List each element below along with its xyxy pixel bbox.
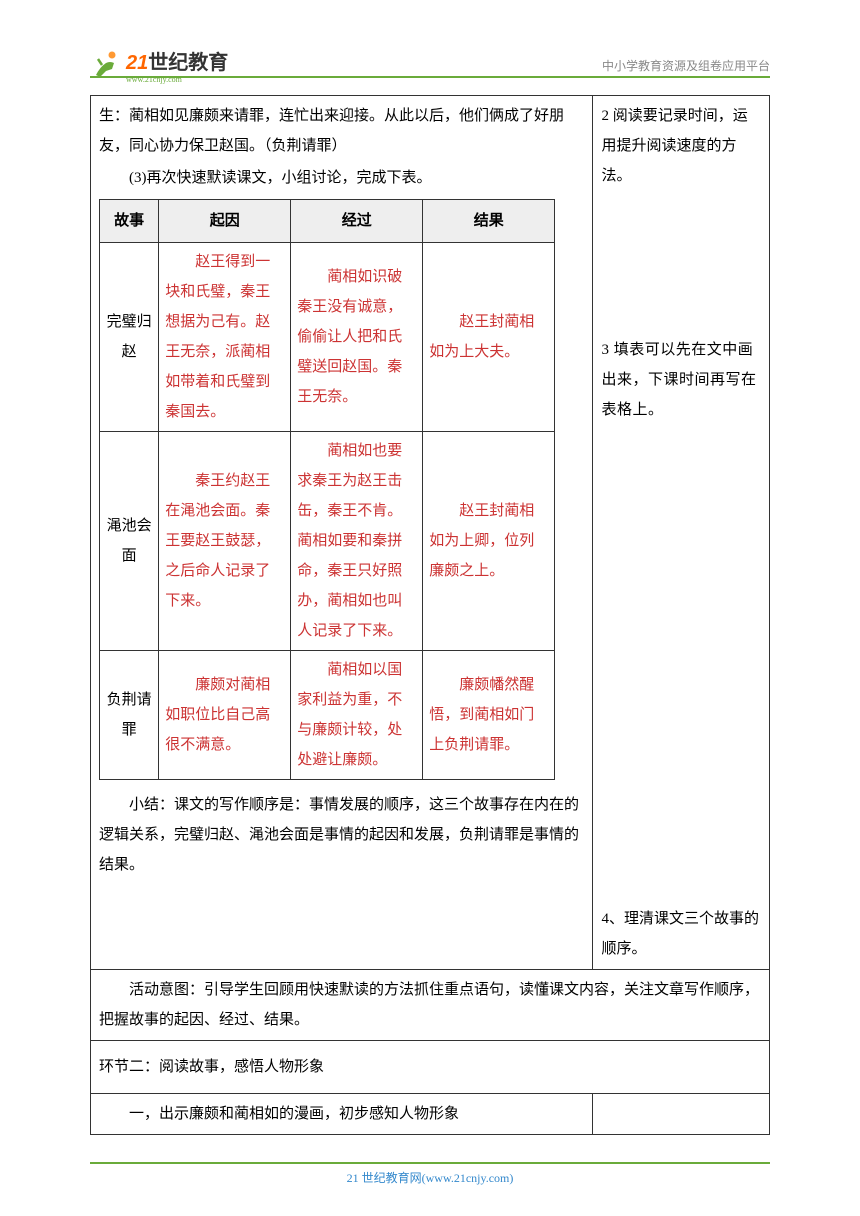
- logo-title: 世纪教育: [148, 52, 228, 74]
- cause-1: 赵王得到一块和氏璧，秦王想据为己有。赵王无奈，派蔺相如带着和氏璧到秦国去。: [159, 243, 291, 432]
- section2-right-cell: [593, 1094, 770, 1135]
- spacer: [601, 427, 761, 902]
- section2-item-cell: 一，出示廉颇和蔺相如的漫画，初步感知人物形象: [91, 1094, 593, 1135]
- para-student: 生：蔺相如见廉颇来请罪，连忙出来迎接。从此以后，他们俩成了好朋友，同心协力保卫赵…: [99, 101, 584, 161]
- note-2: 2 阅读要记录时间，运用提升阅读速度的方法。: [601, 101, 761, 191]
- cause-3: 廉颇对蔺相如职位比自己高很不满意。: [159, 651, 291, 780]
- table-row: 负荆请罪 廉颇对蔺相如职位比自己高很不满意。 蔺相如以国家利益为重，不与廉颇计较…: [100, 651, 555, 780]
- note-4: 4、理清课文三个故事的顺序。: [601, 904, 761, 964]
- th-result: 结果: [423, 200, 555, 243]
- th-process: 经过: [291, 200, 423, 243]
- para-task3: (3)再次快速默读课文，小组讨论，完成下表。: [99, 163, 584, 193]
- footer-url: (www.21cnjy.com): [422, 1171, 514, 1185]
- header-divider: [90, 76, 770, 78]
- section2-item: 一，出示廉颇和蔺相如的漫画，初步感知人物形象: [99, 1099, 584, 1129]
- section2-title-cell: 环节二：阅读故事，感悟人物形象: [91, 1041, 770, 1094]
- right-notes-cell: 2 阅读要记录时间，运用提升阅读速度的方法。 3 填表可以先在文中画出来，下课时…: [593, 96, 770, 970]
- content: 生：蔺相如见廉颇来请罪，连忙出来迎接。从此以后，他们俩成了好朋友，同心协力保卫赵…: [90, 95, 770, 1146]
- spacer: [601, 193, 761, 333]
- result-2: 赵王封蔺相如为上卿，位列廉颇之上。: [423, 432, 555, 651]
- th-story: 故事: [100, 200, 159, 243]
- activity-text: 活动意图：引导学生回顾用快速默读的方法抓住重点语句，读懂课文内容，关注文章写作顺…: [99, 975, 761, 1035]
- summary-text: 小结：课文的写作顺序是：事情发展的顺序，这三个故事存在内在的逻辑关系，完璧归赵、…: [99, 790, 584, 880]
- page-footer: 21 世纪教育网(www.21cnjy.com): [0, 1169, 860, 1186]
- process-2: 蔺相如也要求秦王为赵王击缶，秦王不肯。蔺相如要和秦拼命，秦王只好照办，蔺相如也叫…: [291, 432, 423, 651]
- section2-title: 环节二：阅读故事，感悟人物形象: [99, 1044, 761, 1090]
- footer-prefix: 21 世纪教育网: [347, 1171, 422, 1185]
- left-content-cell: 生：蔺相如见廉颇来请罪，连忙出来迎接。从此以后，他们俩成了好朋友，同心协力保卫赵…: [91, 96, 593, 970]
- story-name-3: 负荆请罪: [100, 651, 159, 780]
- table-row: 完璧归赵 赵王得到一块和氏璧，秦王想据为己有。赵王无奈，派蔺相如带着和氏璧到秦国…: [100, 243, 555, 432]
- logo-21: 21: [126, 52, 148, 74]
- result-3: 廉颇幡然醒悟，到蔺相如门上负荆请罪。: [423, 651, 555, 780]
- story-table: 故事 起因 经过 结果 完璧归赵 赵王得到一块和氏璧，秦王想据为己有。赵王无奈，…: [99, 199, 555, 780]
- table-header-row: 故事 起因 经过 结果: [100, 200, 555, 243]
- logo: 21世纪教育 www.21cnjy.com: [90, 46, 228, 84]
- story-name-2: 渑池会面: [100, 432, 159, 651]
- logo-text: 21世纪教育 www.21cnjy.com: [126, 46, 228, 84]
- footer-divider: [90, 1162, 770, 1164]
- process-3: 蔺相如以国家利益为重，不与廉颇计较，处处避让廉颇。: [291, 651, 423, 780]
- cause-2: 秦王约赵王在渑池会面。秦王要赵王鼓瑟，之后命人记录了下来。: [159, 432, 291, 651]
- th-cause: 起因: [159, 200, 291, 243]
- platform-name: 中小学教育资源及组卷应用平台: [602, 57, 770, 74]
- activity-cell: 活动意图：引导学生回顾用快速默读的方法抓住重点语句，读懂课文内容，关注文章写作顺…: [91, 970, 770, 1041]
- story-name-1: 完璧归赵: [100, 243, 159, 432]
- table-row: 渑池会面 秦王约赵王在渑池会面。秦王要赵王鼓瑟，之后命人记录了下来。 蔺相如也要…: [100, 432, 555, 651]
- note-3: 3 填表可以先在文中画出来，下课时间再写在表格上。: [601, 335, 761, 425]
- main-layout-table: 生：蔺相如见廉颇来请罪，连忙出来迎接。从此以后，他们俩成了好朋友，同心协力保卫赵…: [90, 95, 770, 1135]
- process-1: 蔺相如识破秦王没有诚意，偷偷让人把和氏璧送回赵国。秦王无奈。: [291, 243, 423, 432]
- result-1: 赵王封蔺相如为上大夫。: [423, 243, 555, 432]
- page-header: 21世纪教育 www.21cnjy.com 中小学教育资源及组卷应用平台: [0, 30, 860, 100]
